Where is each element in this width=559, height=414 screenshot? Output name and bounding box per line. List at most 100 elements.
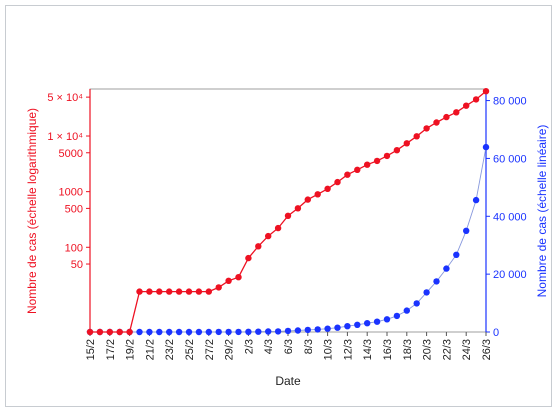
linear-series-point	[463, 227, 470, 234]
log-series-point	[255, 243, 262, 250]
linear-series-point	[364, 320, 371, 327]
log-series-point	[393, 147, 401, 154]
log-series-point	[106, 328, 114, 336]
x-tick-label: 18/3	[402, 339, 414, 360]
linear-series-point	[265, 328, 272, 335]
x-tick-label: 10/3	[323, 339, 335, 360]
log-series-point	[354, 166, 361, 173]
linear-series-point	[314, 326, 321, 333]
x-tick-label: 2/3	[243, 339, 255, 354]
x-tick-label: 19/2	[125, 339, 137, 360]
log-series-point	[166, 288, 173, 295]
linear-series-point	[156, 328, 163, 336]
x-tick-label: 12/3	[342, 339, 354, 360]
right-tick-label: 40 000	[493, 211, 527, 223]
linear-series-point	[245, 328, 252, 335]
log-series-point	[265, 232, 272, 240]
left-tick-label: 100	[65, 242, 83, 254]
linear-series-point	[453, 251, 460, 258]
linear-series-point	[324, 325, 331, 332]
x-tick-label: 29/2	[224, 339, 236, 360]
log-series-point	[304, 196, 311, 203]
linear-series-point	[225, 328, 232, 336]
log-series-point	[314, 191, 321, 198]
chart-frame: 5 × 10⁴ 1 × 10⁴ 5000 1000 500 100 50 0 20 000 40…	[5, 5, 552, 407]
linear-series-point	[413, 300, 420, 307]
case-count-chart: 5 × 10⁴ 1 × 10⁴ 5000 1000 500 100 50 0 20 000 40…	[25, 88, 549, 388]
log-series-point	[453, 109, 460, 116]
log-series-point	[344, 171, 351, 178]
linear-series-point	[334, 324, 341, 331]
log-series-point	[403, 140, 410, 147]
linear-series-point	[175, 328, 183, 336]
x-tick-label: 8/3	[303, 339, 315, 354]
log-series-point	[433, 119, 440, 126]
left-axis-title: Nombre de cas (échelle logarithmique)	[25, 108, 39, 314]
log-series-point	[185, 288, 193, 295]
x-tick-label: 20/3	[422, 339, 434, 360]
x-tick-label: 14/3	[362, 339, 374, 360]
x-tick-label: 6/3	[283, 339, 295, 354]
linear-series-point	[472, 196, 480, 204]
right-axis-ticks: 0 20 000 40 000 60 000 80 000	[486, 96, 527, 339]
log-series-point	[423, 125, 430, 132]
log-series-point	[274, 224, 282, 232]
log-series-point	[324, 185, 331, 192]
log-series-point	[364, 161, 371, 168]
linear-series-point	[433, 278, 440, 285]
right-axis-title: Nombre de cas (échelle linéaire)	[535, 125, 549, 298]
x-tick-label: 17/2	[105, 339, 117, 360]
linear-series-point	[166, 328, 173, 336]
log-series-point	[482, 88, 490, 95]
log-series-point	[136, 288, 143, 295]
x-axis-title: Date	[275, 374, 301, 388]
linear-series-point	[304, 326, 311, 334]
left-tick-label: 1000	[59, 187, 83, 199]
linear-series-point	[195, 328, 203, 336]
linear-series-point	[146, 328, 153, 336]
right-tick-label: 60 000	[493, 153, 527, 165]
linear-series-point	[205, 328, 212, 336]
linear-series-point	[443, 265, 450, 272]
x-tick-label: 21/2	[144, 339, 156, 360]
x-tick-label: 22/3	[441, 339, 453, 360]
log-series-point	[126, 328, 133, 336]
linear-series-point	[284, 327, 292, 335]
linear-series-point	[215, 328, 222, 336]
log-series-point	[225, 277, 232, 284]
right-tick-label: 80 000	[493, 96, 527, 108]
log-series	[86, 88, 490, 336]
x-tick-label: 15/2	[85, 339, 97, 360]
linear-series-point	[185, 328, 193, 336]
log-series-point	[205, 288, 212, 295]
right-tick-label: 0	[493, 327, 499, 339]
x-tick-label: 23/2	[164, 339, 176, 360]
linear-series-point	[294, 327, 302, 334]
log-series-point	[245, 254, 252, 262]
left-tick-label: 5000	[59, 148, 83, 160]
x-tick-label: 25/2	[184, 339, 196, 360]
linear-series-point	[373, 318, 381, 325]
log-series-point	[472, 96, 480, 103]
log-series-point	[175, 288, 183, 295]
linear-series-point	[393, 312, 401, 320]
log-series-point	[443, 113, 450, 121]
left-tick-label: 50	[71, 259, 83, 271]
left-tick-label: 1 × 10⁴	[47, 131, 83, 143]
left-tick-label: 500	[65, 203, 83, 215]
x-tick-label: 4/3	[263, 339, 275, 354]
log-series-point	[86, 328, 94, 336]
log-series-point	[235, 274, 242, 281]
linear-series-point	[274, 328, 282, 335]
linear-series-point	[403, 307, 410, 314]
x-tick-label: 27/2	[204, 339, 216, 360]
linear-series-point	[423, 289, 430, 296]
x-axis-ticks: 15/2 17/2 19/2 21/2 23/2 25/2 27/2 29/2 2/3 4/3 6/…	[85, 332, 493, 360]
x-tick-label: 24/3	[461, 339, 473, 360]
x-tick-label: 26/3	[481, 339, 493, 360]
log-series-point	[463, 102, 470, 109]
left-axis-ticks: 5 × 10⁴ 1 × 10⁴ 5000 1000 500 100 50	[47, 92, 90, 271]
linear-series-point	[235, 328, 242, 336]
linear-series-point	[354, 321, 361, 328]
log-series-point	[294, 205, 302, 212]
